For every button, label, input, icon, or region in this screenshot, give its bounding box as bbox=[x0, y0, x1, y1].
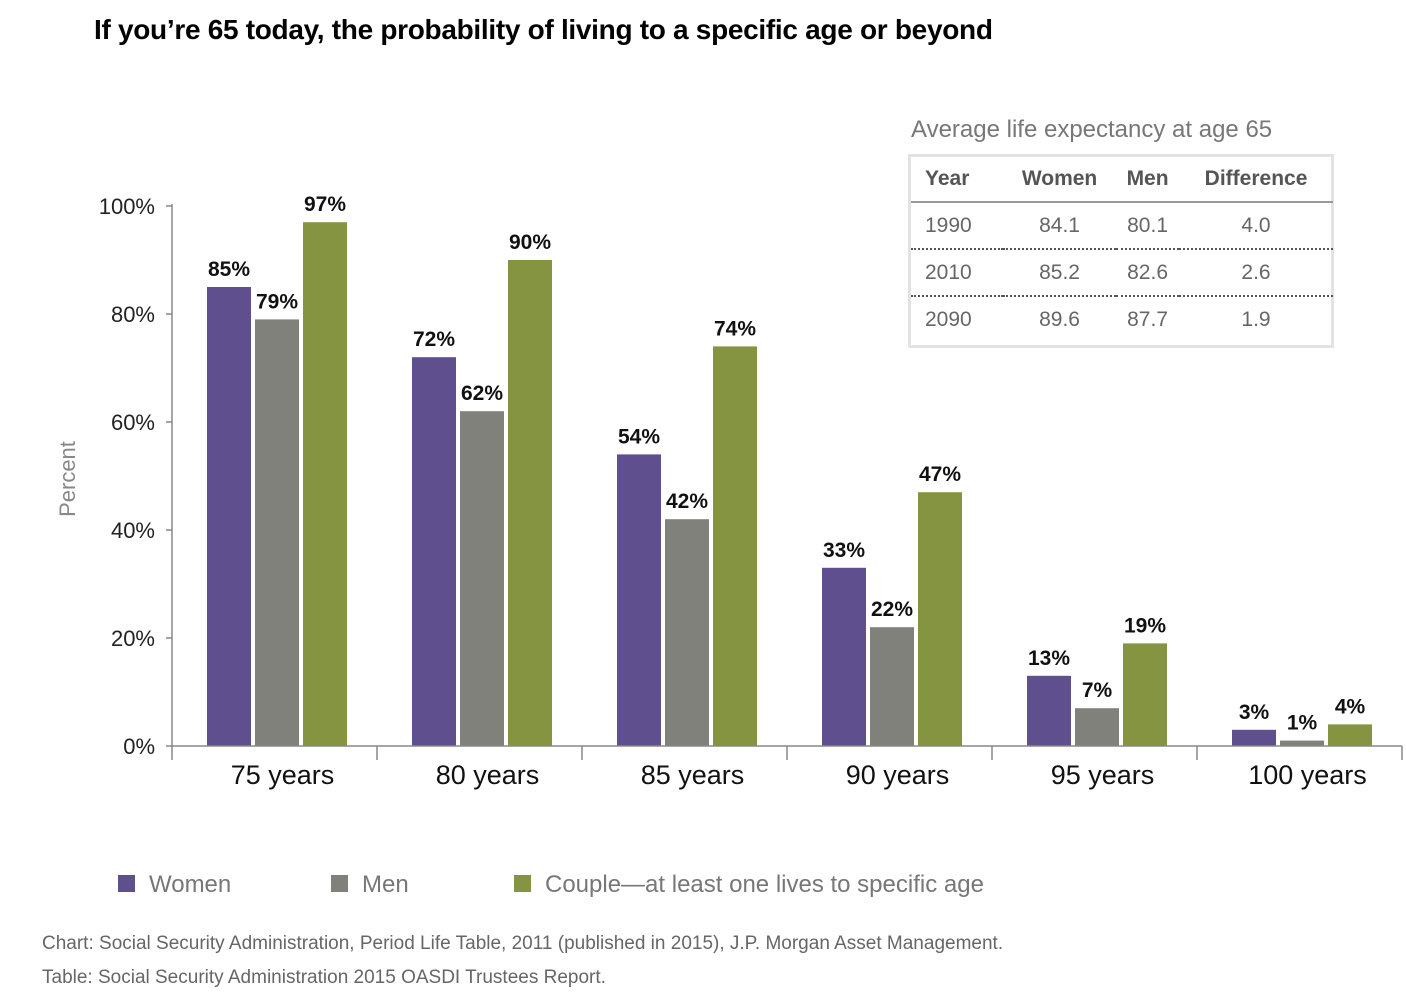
bar-chart: 0% 20% 40% 60% 80% 100% Percent 85% 79% 97% 75 yea… bbox=[55, 193, 1403, 790]
bar-men bbox=[665, 519, 709, 746]
bar-men bbox=[1280, 740, 1324, 746]
bar-couple bbox=[303, 222, 347, 746]
data-label: 1% bbox=[1287, 712, 1318, 735]
header-difference: Difference bbox=[1179, 157, 1333, 203]
bar-women bbox=[617, 454, 661, 746]
bar-men bbox=[460, 411, 504, 746]
bar-men bbox=[255, 319, 299, 746]
cell-women: 84.1 bbox=[1003, 202, 1117, 250]
legend-label-men: Men bbox=[362, 871, 409, 898]
data-label: 22% bbox=[871, 598, 913, 621]
data-label: 62% bbox=[461, 382, 503, 405]
cell-year: 2090 bbox=[925, 307, 972, 331]
table-header-row: Year Women Men Difference bbox=[911, 157, 1333, 203]
legend-item-men: Men bbox=[331, 871, 409, 899]
legend-swatch-women bbox=[118, 875, 135, 892]
x-tick-label: 100 years bbox=[1248, 760, 1367, 790]
legend-swatch-men bbox=[331, 875, 348, 892]
table-source: Table: Social Security Administration 20… bbox=[42, 967, 606, 988]
data-label: 79% bbox=[256, 290, 298, 313]
x-tick-label: 90 years bbox=[846, 760, 950, 790]
legend-item-couple: Couple—at least one lives to specific ag… bbox=[514, 871, 984, 899]
cell-difference: 2.6 bbox=[1179, 249, 1333, 297]
y-tick-label: 60% bbox=[111, 410, 155, 435]
bar-couple bbox=[1123, 643, 1167, 746]
table-row: 1990 84.1 80.1 4.0 bbox=[911, 202, 1333, 250]
cell-men: 87.7 bbox=[1127, 307, 1168, 331]
bar-women bbox=[207, 287, 251, 746]
inset-table-title: Average life expectancy at age 65 bbox=[911, 116, 1273, 143]
bar-women bbox=[822, 567, 866, 746]
data-label: 7% bbox=[1082, 679, 1113, 702]
data-label: 19% bbox=[1124, 614, 1166, 637]
data-label: 72% bbox=[413, 328, 455, 351]
table-row: 2090 89.6 87.7 1.9 bbox=[911, 296, 1333, 342]
bar-women bbox=[412, 357, 456, 746]
bar-women bbox=[1027, 675, 1071, 746]
bar-men bbox=[870, 627, 914, 746]
data-label: 42% bbox=[666, 490, 708, 513]
legend-label-couple: Couple—at least one lives to specific ag… bbox=[545, 871, 984, 898]
cell-difference: 4.0 bbox=[1179, 202, 1333, 250]
table-row: 2010 85.2 82.6 2.6 bbox=[911, 249, 1333, 297]
x-tick-label: 80 years bbox=[436, 760, 540, 790]
cell-year: 1990 bbox=[911, 202, 1003, 250]
cell-men: 80.1 bbox=[1116, 202, 1180, 250]
cell-year: 2010 bbox=[911, 249, 1003, 297]
bar-men bbox=[1075, 708, 1119, 746]
header-year: Year bbox=[911, 157, 1003, 203]
data-label: 97% bbox=[304, 193, 346, 216]
header-men: Men bbox=[1116, 157, 1180, 203]
data-label: 74% bbox=[714, 317, 756, 340]
y-tick-label: 40% bbox=[111, 518, 155, 543]
data-label: 85% bbox=[208, 258, 250, 281]
cell-men: 82.6 bbox=[1116, 249, 1180, 297]
data-label: 13% bbox=[1028, 647, 1070, 670]
y-tick-label: 100% bbox=[99, 194, 155, 219]
life-expectancy-table: Year Women Men Difference 1990 84.1 80.1… bbox=[908, 154, 1334, 348]
cell-women: 89.6 bbox=[1039, 307, 1080, 331]
cell-women: 85.2 bbox=[1003, 249, 1117, 297]
legend-swatch-couple bbox=[514, 875, 531, 892]
y-axis-title: Percent bbox=[55, 441, 80, 517]
bar-couple bbox=[1328, 724, 1372, 746]
legend-item-women: Women bbox=[118, 871, 231, 899]
data-label: 4% bbox=[1335, 695, 1366, 718]
data-label: 3% bbox=[1239, 701, 1270, 724]
source-notes: Chart: Social Security Administration, P… bbox=[42, 927, 1003, 995]
header-women: Women bbox=[1003, 157, 1117, 203]
cell-difference: 1.9 bbox=[1241, 307, 1271, 331]
data-label: 90% bbox=[509, 231, 551, 254]
y-tick-label: 80% bbox=[111, 302, 155, 327]
y-tick-label: 20% bbox=[111, 626, 155, 651]
bar-couple bbox=[713, 346, 757, 746]
bar-women bbox=[1232, 729, 1276, 746]
chart-source: Chart: Social Security Administration, P… bbox=[42, 933, 1004, 954]
x-tick-label: 95 years bbox=[1051, 760, 1155, 790]
y-tick-label: 0% bbox=[123, 734, 155, 759]
data-label: 47% bbox=[919, 463, 961, 486]
legend-label-women: Women bbox=[149, 871, 232, 898]
chart-title: If you’re 65 today, the probability of l… bbox=[94, 14, 993, 45]
x-tick-label: 85 years bbox=[641, 760, 745, 790]
bar-couple bbox=[508, 260, 552, 746]
bar-couple bbox=[918, 492, 962, 746]
data-label: 54% bbox=[618, 425, 660, 448]
x-tick-label: 75 years bbox=[231, 760, 335, 790]
data-label: 33% bbox=[823, 539, 865, 562]
